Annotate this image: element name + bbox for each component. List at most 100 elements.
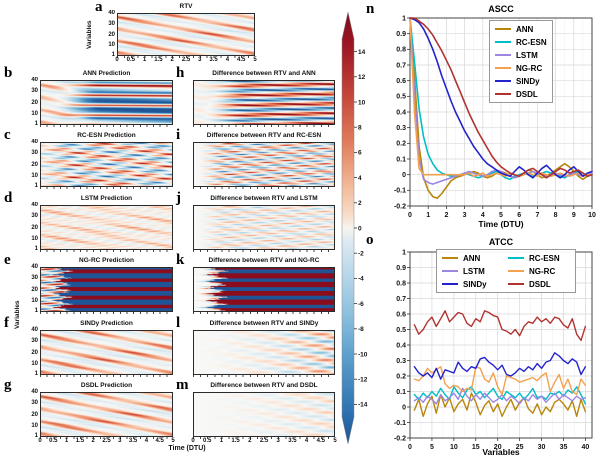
o-legend-label: SINDy (463, 279, 487, 289)
o-legend-item-ann: ANN (442, 252, 500, 264)
n-xtick-label: 1 (426, 212, 430, 219)
panel-i-xtick-marks (193, 187, 335, 189)
panel-letter-j: j (176, 190, 181, 206)
panel-g-xtick: 2 (91, 438, 95, 444)
n-legend-label: NG-RC (516, 63, 543, 73)
panel-letter-b: b (4, 65, 13, 81)
o-xtick-label: 15 (472, 444, 480, 451)
rc-esn-line-swatch (508, 256, 524, 260)
o-title: ATCC (489, 237, 514, 247)
colorbar-tick-label: -4 (358, 276, 364, 283)
panel-d-ytick: 40 (31, 202, 38, 209)
n-xtick-label: 4 (481, 212, 485, 219)
panel-a-xtick: 2.5 (181, 57, 191, 63)
panel-m-xtick: 4 (304, 438, 309, 444)
panel-h-plot (193, 80, 335, 125)
panel-g-xtick: 0.5 (49, 438, 58, 444)
panel-a-xtick-marks (117, 56, 255, 58)
panel-c-title: RC-ESN Prediction (77, 132, 136, 139)
panel-a-xtick: 3.5 (209, 57, 218, 63)
n-xtick-label: 2 (444, 212, 448, 219)
panel-a-title: RTV (179, 3, 193, 10)
panel-j-plot (193, 205, 335, 250)
n-ytick-label: 0.1 (396, 156, 406, 163)
n-ytick-label: -0.2 (394, 203, 406, 210)
heatmap-grid: a RTV 40 30 20 10 1 0 0.5 1 1.5 2 2.5 3 3.5 4 4.5 5 b ANN P… (4, 0, 337, 452)
panel-m-xtick: 0 (191, 438, 195, 444)
n-xtick-label: 0 (408, 212, 412, 219)
panel-letter-n: n (366, 1, 375, 17)
panel-letter-l: l (176, 315, 181, 331)
colorbar-tick-label: 4 (358, 175, 362, 182)
panel-a-ytick: 20 (108, 31, 115, 38)
o-series-dsdl (413, 310, 587, 342)
panel-a-xtick: 1 (142, 57, 147, 63)
o-ytick-label: -0.2 (394, 435, 406, 442)
n-legend-label: RC-ESN (516, 37, 547, 47)
o-legend-label: NG-RC (529, 266, 556, 276)
panel-j-xtick-marks (193, 250, 335, 252)
colorbar-tick-label: 8 (358, 125, 362, 132)
panel-g-ytick: 40 (31, 389, 38, 396)
panel-b-ytick: 30 (31, 88, 38, 95)
panel-m-xtick: 1 (219, 438, 224, 444)
n-legend-item-dsdl: DSDL (495, 88, 547, 100)
panel-c-ytick: 1 (34, 182, 38, 189)
panel-f-title: SINDy Prediction (80, 320, 133, 327)
panel-letter-o: o (366, 232, 374, 248)
panel-b-ytick: 40 (31, 77, 38, 84)
n-legend-item-ng-rc: NG-RC (495, 62, 547, 74)
panel-a-ytick: 1 (111, 51, 115, 58)
panel-h-xtick-marks (193, 125, 335, 127)
o-ytick-label: 0.4 (396, 342, 406, 349)
n-series-ng-rc (409, 17, 593, 177)
panel-g-ytick: 1 (34, 432, 38, 439)
panel-a-ytick: 10 (108, 42, 115, 49)
panel-f-xtick-marks (40, 375, 173, 377)
panel-f-ytick: 40 (31, 327, 38, 334)
panel-i-title: Difference between RTV and RC-ESN (206, 132, 322, 139)
panel-letter-e: e (4, 252, 11, 268)
dsdl-line-swatch (495, 92, 511, 96)
panel-e-title: NG-RC Prediction (79, 257, 134, 264)
panel-e-ytick: 1 (34, 307, 38, 314)
panel-a-xtick: 1.5 (154, 57, 163, 63)
sindy-line-swatch (495, 79, 511, 83)
panel-g-ytick: 20 (31, 411, 38, 418)
heatmap-xlabel: Time (DTU) (168, 445, 206, 452)
panel-m-plot (193, 392, 335, 437)
panel-letter-c: c (4, 127, 11, 143)
panel-letter-i: i (176, 127, 181, 143)
panel-l-plot (193, 330, 335, 375)
panel-c-ytick: 10 (31, 172, 38, 179)
panel-m-xtick: 5 (333, 438, 337, 444)
panel-a-xtick: 3 (198, 57, 202, 63)
n-xtick-label: 5 (499, 212, 503, 219)
o-ytick-label: 0.3 (396, 358, 406, 365)
n-legend-label: LSTM (516, 50, 538, 60)
panel-m-xtick: 3.5 (288, 438, 297, 444)
lstm-line-swatch (495, 53, 511, 57)
panel-a-xtick: 0.5 (126, 57, 135, 63)
rc-esn-line-swatch (495, 40, 511, 44)
panel-f-ytick: 30 (31, 338, 38, 345)
colorbar-tick-label: -14 (358, 402, 368, 409)
o-xtick-label: 0 (408, 444, 412, 451)
panel-a-xtick: 4.5 (237, 57, 246, 63)
n-series-dsdl (409, 17, 593, 179)
panel-m-xtick: 2 (248, 438, 252, 444)
panel-e-ytick: 40 (31, 264, 38, 271)
colorbar-tick-label: 0 (358, 225, 362, 232)
panel-letter-f: f (4, 315, 9, 331)
colorbar-tick-label: -12 (358, 377, 368, 384)
o-ytick-label: 0 (402, 404, 406, 411)
o-ytick-label: 1 (402, 249, 406, 256)
panel-a-xtick: 0 (115, 57, 119, 63)
panel-m-heatmap (194, 393, 334, 436)
n-legend: ANN RC-ESN LSTM NG-RC SINDy DSDL (489, 20, 553, 103)
panel-h-title: Difference between RTV and ANN (212, 70, 316, 77)
o-ytick-label: -0.1 (394, 420, 406, 427)
panel-h-heatmap (194, 81, 334, 124)
panel-a-xtick: 4 (225, 57, 230, 63)
panel-k-heatmap (194, 268, 334, 311)
